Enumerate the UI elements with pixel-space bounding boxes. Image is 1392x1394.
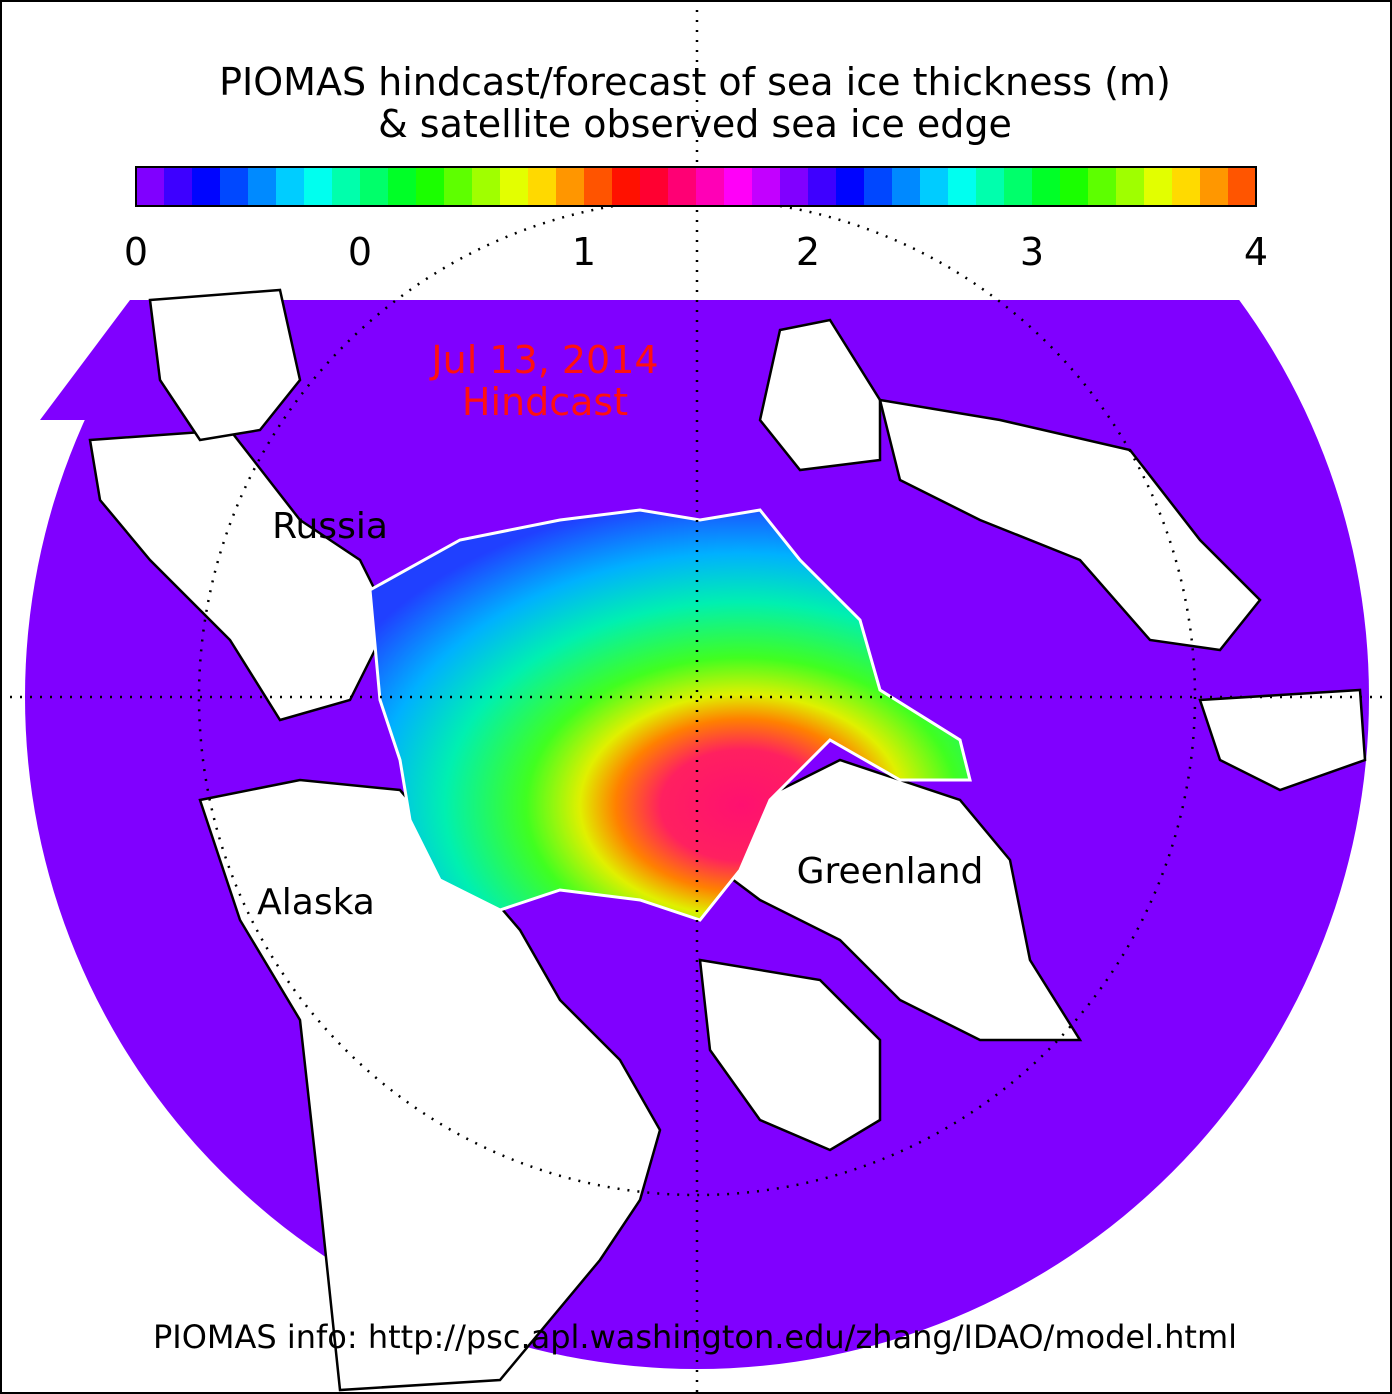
scandinavia-land: [878, 398, 1262, 652]
sea-ice-thickness: [368, 508, 972, 922]
colorbar-swatch: [920, 167, 949, 206]
colorbar-frame: [135, 166, 1257, 207]
colorbar-swatch: [1088, 167, 1117, 206]
colorbar-swatch: [1144, 167, 1173, 206]
colorbar-swatch: [640, 167, 669, 206]
colorbar-swatch: [164, 167, 193, 206]
land: [88, 288, 1367, 1392]
colorbar-swatch: [808, 167, 837, 206]
russia-land: [88, 428, 392, 722]
colorbar-swatch: [668, 167, 697, 206]
colorbar-swatch: [360, 167, 389, 206]
colorbar-swatch: [220, 167, 249, 206]
colorbar-tick-label: 4: [1244, 230, 1268, 274]
colorbar-swatch: [1060, 167, 1089, 206]
colorbar-swatch: [472, 167, 501, 206]
colorbar-swatch: [1116, 167, 1145, 206]
kind-label: Hindcast: [462, 380, 628, 424]
region-label: Alaska: [257, 882, 375, 923]
date-label: Jul 13, 2014: [429, 338, 658, 382]
colorbar-swatch: [584, 167, 613, 206]
colorbar-swatch: [724, 167, 753, 206]
colorbar-swatch: [780, 167, 809, 206]
title-line-2: & satellite observed sea ice edge: [378, 102, 1012, 146]
footer-link-text: PIOMAS info: http://psc.apl.washington.e…: [153, 1318, 1237, 1356]
region-label: Greenland: [797, 851, 984, 892]
colorbar-swatch: [1200, 167, 1229, 206]
colorbar-tick-label: 0: [124, 230, 148, 274]
colorbar-swatch: [892, 167, 921, 206]
colorbar-swatch: [556, 167, 585, 206]
greenland-land: [688, 758, 1083, 1042]
colorbar-swatch: [864, 167, 893, 206]
colorbar-swatch: [1172, 167, 1201, 206]
colorbar-swatch: [136, 167, 165, 206]
colorbar-swatch: [976, 167, 1005, 206]
colorbar-swatch: [836, 167, 865, 206]
colorbar-swatch: [1004, 167, 1033, 206]
colorbar-swatch: [752, 167, 781, 206]
british-isles-land: [1198, 688, 1367, 792]
colorbar-swatch: [696, 167, 725, 206]
chukotka-land: [148, 288, 302, 442]
colorbar-swatch: [332, 167, 361, 206]
colorbar-swatch: [1032, 167, 1061, 206]
colorbar-tick-label: 1: [572, 230, 596, 274]
region-label: Russia: [272, 506, 388, 547]
colorbar-tick-label: 0: [348, 230, 372, 274]
colorbar-ticks: 0 0 1 2 3 4: [124, 230, 1268, 274]
colorbar-tick-label: 2: [796, 230, 820, 274]
colorbar-swatch: [304, 167, 333, 206]
colorbar-tick-label: 3: [1020, 230, 1044, 274]
colorbar-swatch: [500, 167, 529, 206]
hudson-bay: [680, 1160, 860, 1330]
colorbar-swatch: [192, 167, 221, 206]
colorbar-swatch: [612, 167, 641, 206]
colorbar-swatch: [388, 167, 417, 206]
colorbar-swatch: [948, 167, 977, 206]
title-line-1: PIOMAS hindcast/forecast of sea ice thic…: [219, 60, 1171, 104]
colorbar-swatch: [276, 167, 305, 206]
colorbar-swatch: [1228, 167, 1257, 206]
colorbar-swatch: [528, 167, 557, 206]
arctic-islands-land: [698, 958, 882, 1152]
colorbar-swatch: [248, 167, 277, 206]
colorbar-swatch: [416, 167, 445, 206]
colorbar-swatch: [444, 167, 473, 206]
colorbar: [136, 167, 1257, 206]
novaya-zemlya-land: [758, 318, 882, 472]
